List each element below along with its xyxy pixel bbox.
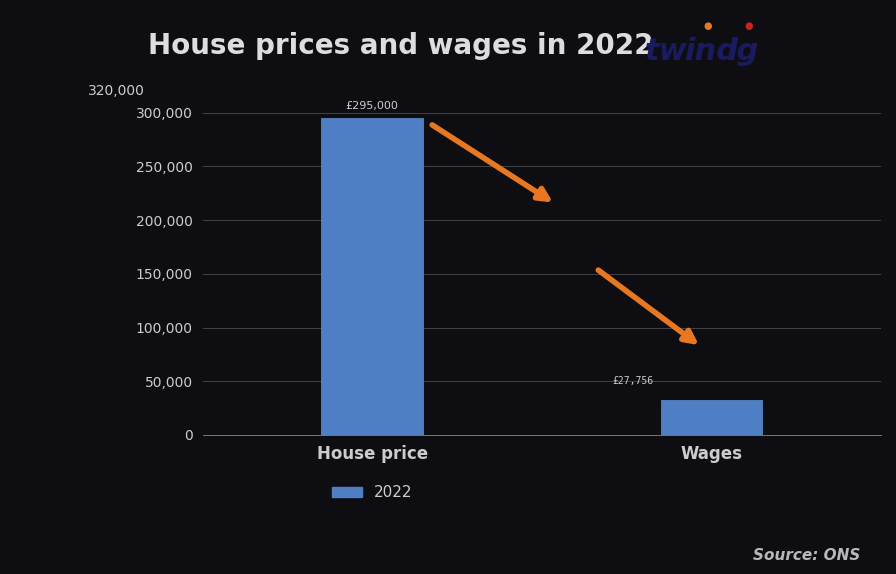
- Text: House prices and wages in 2022: House prices and wages in 2022: [149, 32, 654, 60]
- Bar: [660, 400, 762, 435]
- Text: ig: ig: [726, 37, 758, 66]
- Text: tw: tw: [645, 37, 688, 66]
- Text: 320,000: 320,000: [88, 84, 145, 98]
- Text: £295,000: £295,000: [346, 100, 399, 111]
- Bar: [322, 118, 423, 435]
- Text: £27,756: £27,756: [613, 376, 654, 386]
- Text: ●: ●: [703, 21, 712, 31]
- Text: Source: ONS: Source: ONS: [753, 548, 860, 563]
- Text: ●: ●: [745, 21, 754, 31]
- Text: ind: ind: [685, 37, 738, 66]
- Legend: 2022: 2022: [325, 479, 419, 506]
